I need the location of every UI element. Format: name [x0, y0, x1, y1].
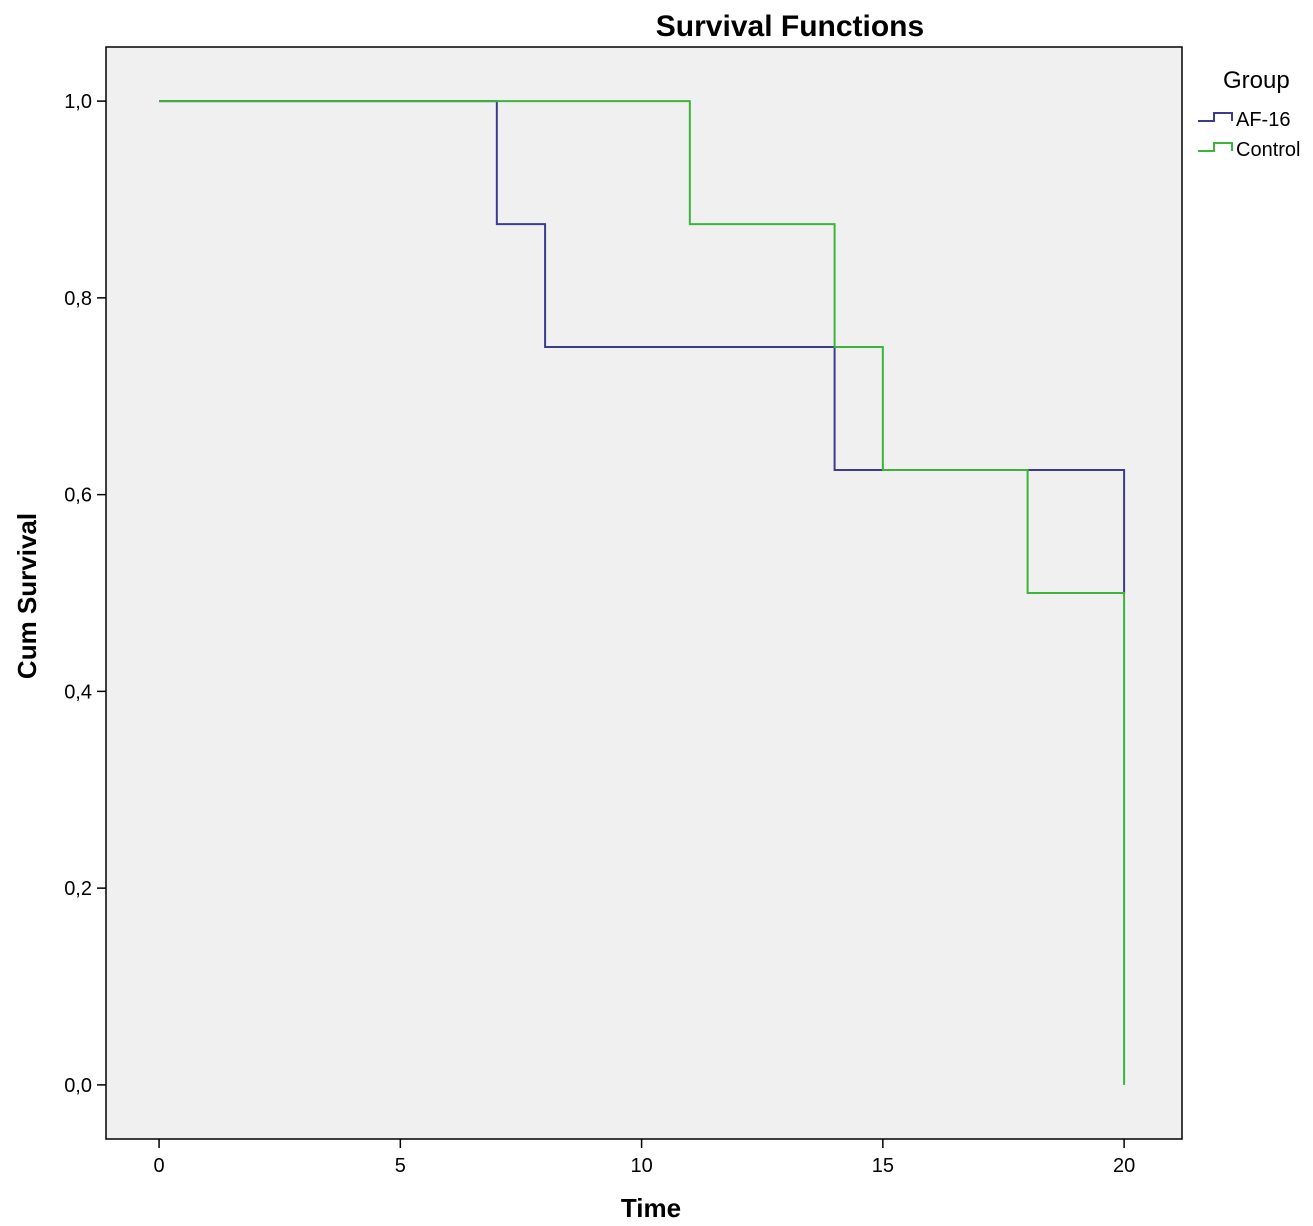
x-tick-label: 10: [630, 1155, 652, 1177]
survival-curves: [159, 100, 1126, 1085]
legend-item-control: Control: [1198, 139, 1300, 161]
y-axis-title: Cum Survival: [12, 513, 42, 679]
legend: Group AF-16 Control: [1198, 67, 1300, 161]
y-tick-label: 0,6: [64, 485, 92, 507]
plot-area: [105, 46, 1183, 1140]
survival-line-control: [159, 100, 1126, 1085]
y-tick-label: 0,4: [64, 681, 92, 703]
x-tick-label: 20: [1113, 1155, 1135, 1177]
y-tick-label: 0,0: [64, 1075, 92, 1097]
legend-swatch-af16: [1198, 112, 1233, 122]
y-tick-label: 1,0: [64, 91, 92, 113]
x-axis-ticks: 0 5 10 15 20: [154, 1139, 1135, 1177]
y-tick-label: 0,8: [64, 288, 92, 310]
legend-item-af16: AF-16: [1198, 109, 1290, 131]
legend-swatch-control: [1198, 142, 1233, 152]
legend-label-af16: AF-16: [1236, 109, 1290, 131]
x-tick-label: 15: [872, 1155, 894, 1177]
x-tick-label: 0: [154, 1155, 165, 1177]
legend-label-control: Control: [1236, 139, 1300, 161]
y-tick-label: 0,2: [64, 878, 92, 900]
y-axis-ticks: 0,0 0,2 0,4 0,6 0,8 1,0: [64, 91, 106, 1097]
chart-title: Survival Functions: [656, 10, 924, 43]
x-axis-title: Time: [621, 1193, 681, 1223]
legend-title: Group: [1223, 67, 1290, 94]
x-tick-label: 5: [395, 1155, 406, 1177]
